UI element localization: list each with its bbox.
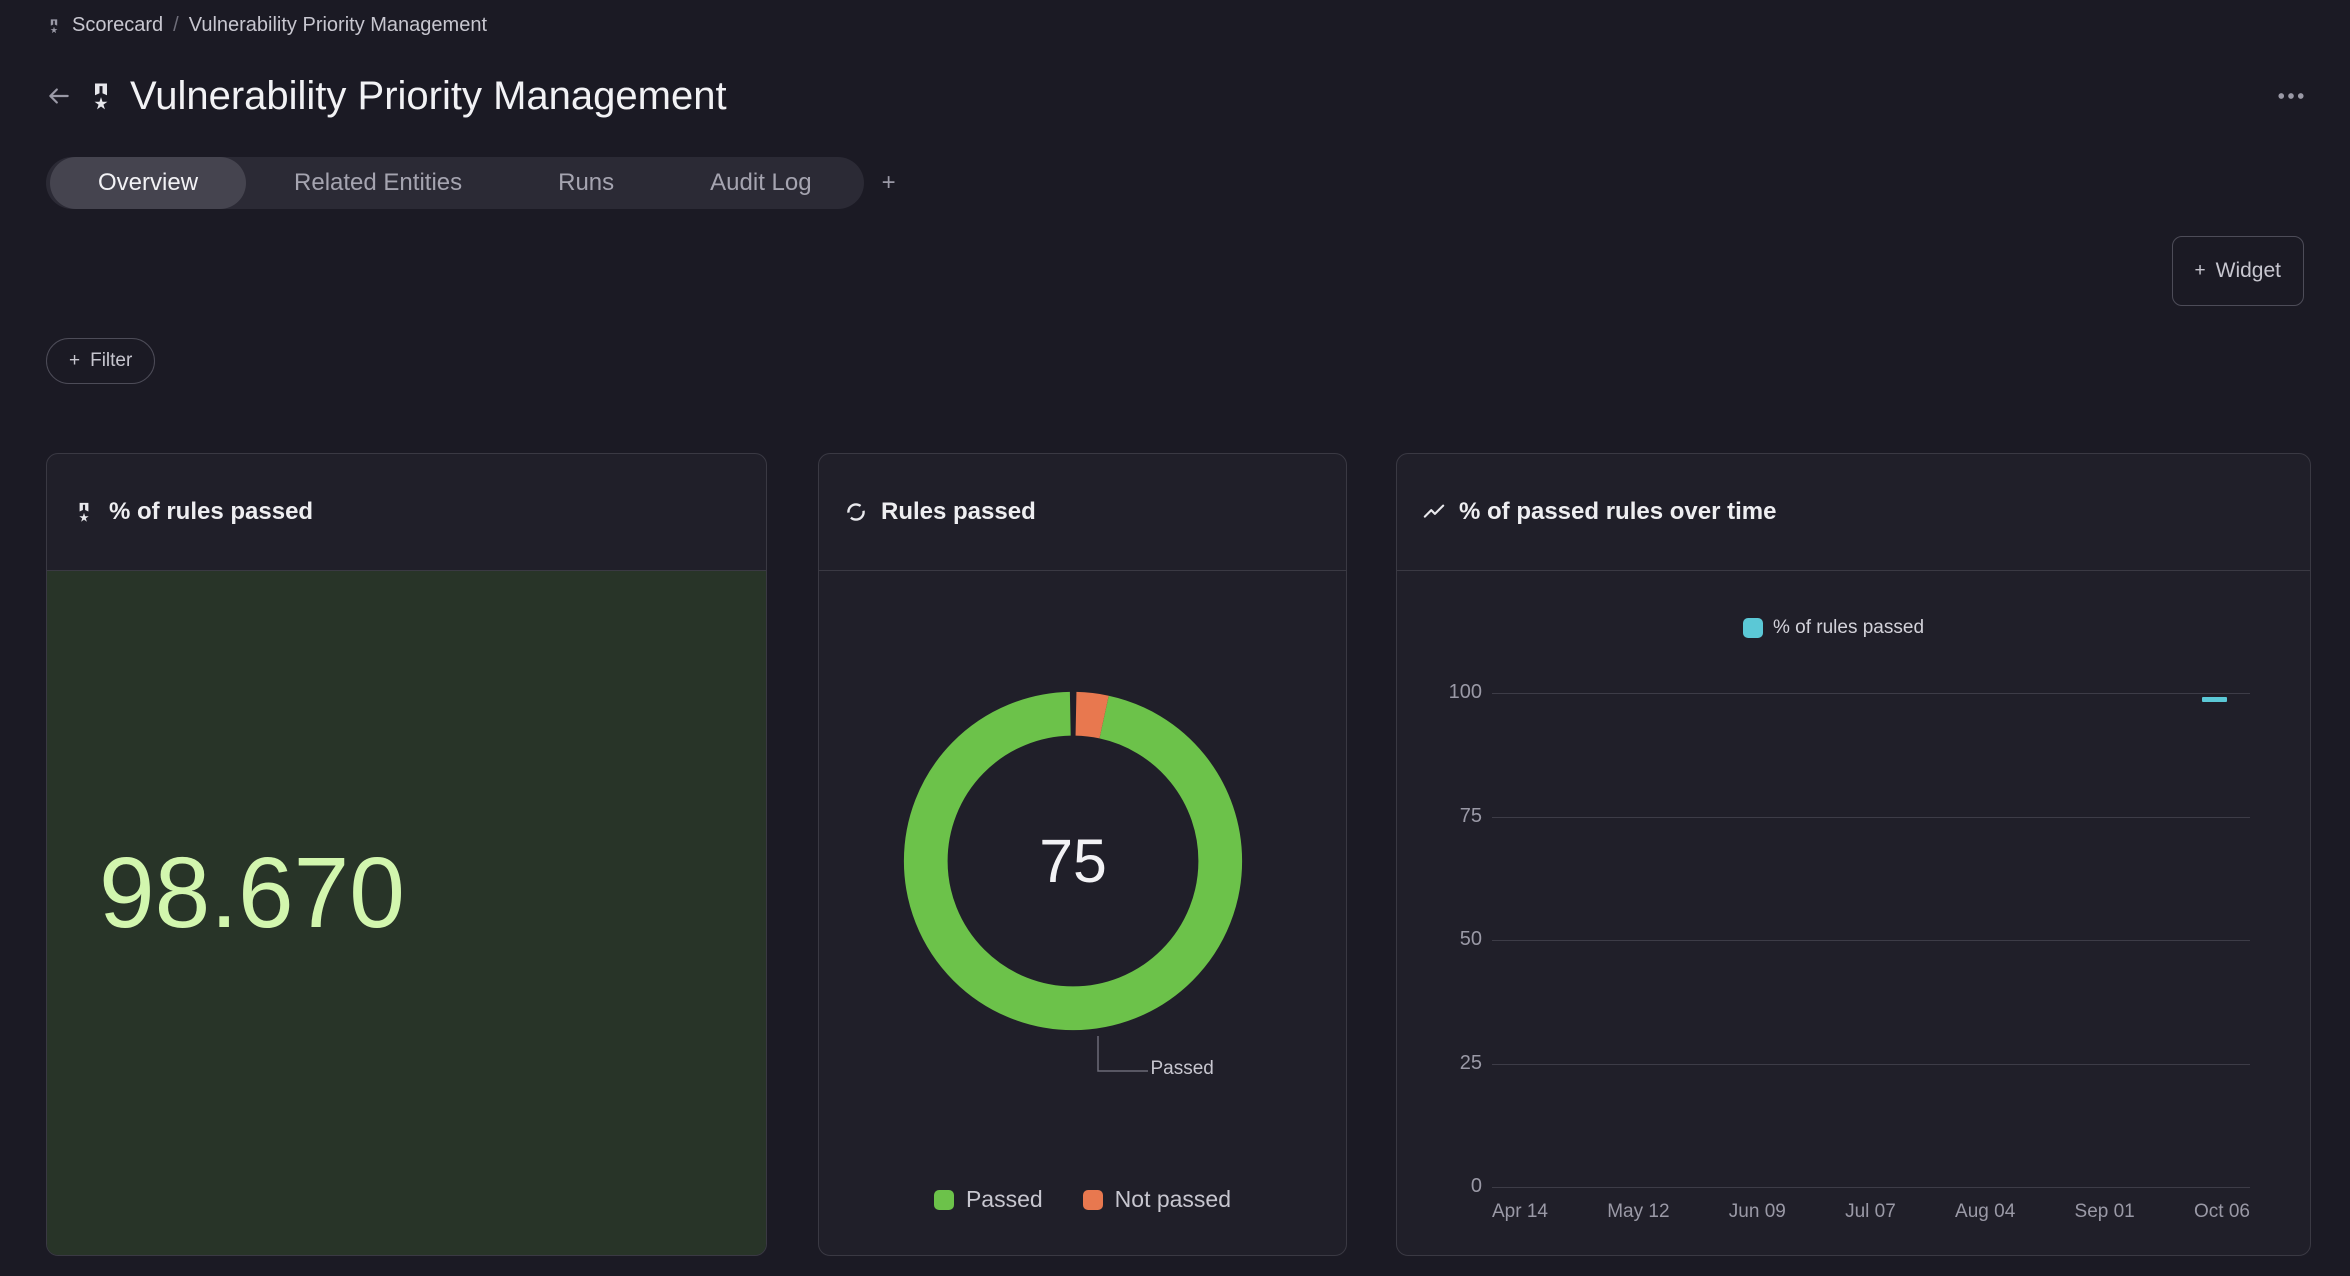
svg-text:75: 75: [1039, 827, 1107, 895]
